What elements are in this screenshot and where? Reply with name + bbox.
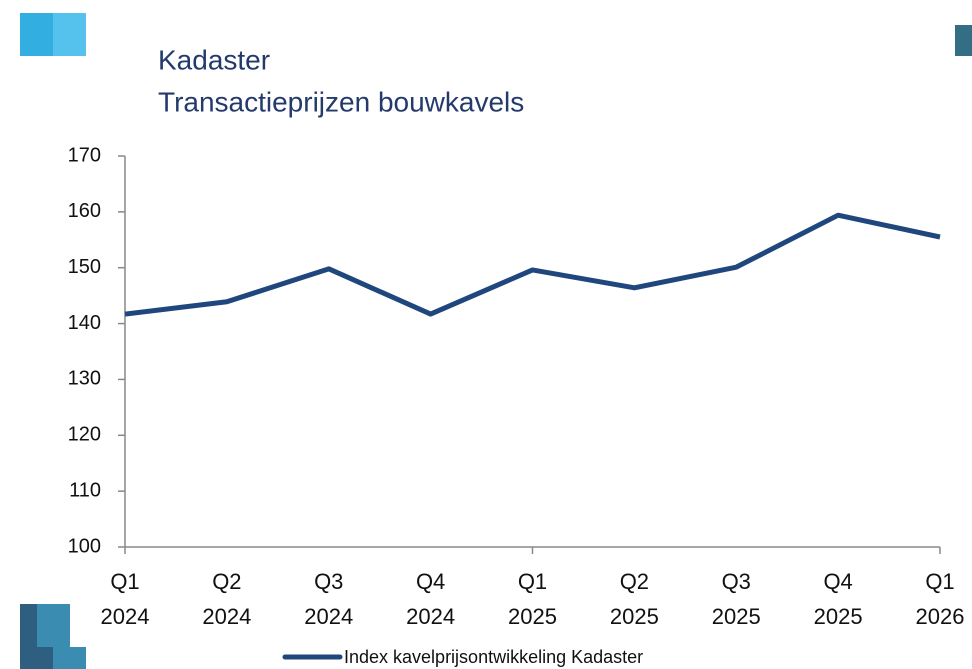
decor-square	[955, 25, 972, 56]
legend-label: Index kavelprijsontwikkeling Kadaster	[344, 647, 643, 667]
chart-title: Kadaster	[158, 44, 270, 75]
x-tick-label: Q1	[110, 569, 139, 594]
decor-square	[53, 13, 86, 56]
x-tick-label: Q4	[823, 569, 852, 594]
x-tick-label: Q2	[620, 569, 649, 594]
x-tick-label: Q3	[722, 569, 751, 594]
y-tick-label: 120	[68, 424, 101, 446]
y-tick-label: 150	[68, 256, 101, 278]
decor-square	[20, 647, 53, 669]
y-tick-label: 170	[68, 144, 101, 166]
decor-square	[53, 647, 86, 669]
x-tick-label: 2024	[101, 604, 150, 629]
y-tick-label: 100	[68, 535, 101, 557]
decor-square	[20, 604, 37, 647]
line-series	[124, 212, 941, 317]
decor-square	[20, 13, 53, 56]
x-tick-label: Q2	[212, 569, 241, 594]
x-tick-label: 2025	[814, 604, 863, 629]
x-tick-label: 2024	[406, 604, 455, 629]
x-tick-label: 2024	[304, 604, 353, 629]
x-tick-label: Q1	[925, 569, 954, 594]
y-tick-label: 130	[68, 368, 101, 390]
x-tick-label: 2026	[916, 604, 965, 629]
y-tick-label: 110	[69, 479, 101, 501]
x-tick-label: Q1	[518, 569, 547, 594]
y-tick-label: 140	[68, 312, 101, 334]
x-tick-label: Q4	[416, 569, 445, 594]
decor-square	[37, 604, 70, 647]
x-tick-label: Q3	[314, 569, 343, 594]
x-tick-label: 2025	[712, 604, 761, 629]
y-tick-label: 160	[68, 200, 101, 222]
x-tick-label: 2025	[610, 604, 659, 629]
chart-subtitle: Transactieprijzen bouwkavels	[158, 86, 524, 117]
x-tick-label: 2024	[202, 604, 251, 629]
x-tick-label: 2025	[508, 604, 557, 629]
